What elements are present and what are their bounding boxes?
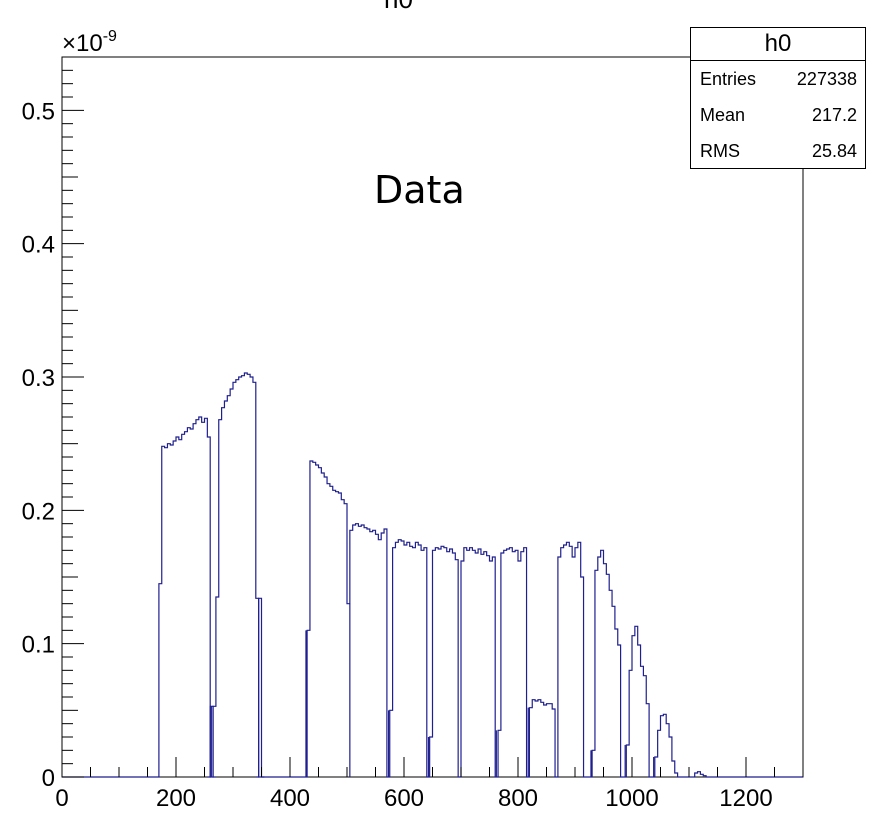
stats-row-mean: Mean 217.2 <box>691 97 865 133</box>
stats-box: h0 Entries 227338 Mean 217.2 RMS 25.84 <box>690 27 866 169</box>
x-tick-label: 800 <box>498 785 538 812</box>
stats-label: Mean <box>700 105 746 125</box>
data-annotation: Data <box>374 168 465 212</box>
stats-row-rms: RMS 25.84 <box>691 133 865 169</box>
histogram-series-0 <box>62 372 803 778</box>
y-axis-exponent: ×10-9 <box>62 28 117 57</box>
histogram-series-1 <box>207 705 216 778</box>
y-tick-label: 0.3 <box>22 365 55 392</box>
chart-title: h0 <box>384 0 413 15</box>
x-tick-label: 600 <box>384 785 424 812</box>
x-tick-label: 0 <box>55 785 68 812</box>
histogram-series-2 <box>255 597 265 778</box>
y-tick-label: 0.1 <box>22 632 55 659</box>
stats-title: h0 <box>691 28 865 61</box>
stats-label: RMS <box>700 141 740 161</box>
stats-value: 227338 <box>796 69 857 89</box>
x-tick-label: 1200 <box>719 785 772 812</box>
y-tick-label: 0.5 <box>22 98 55 125</box>
x-tick-label: 200 <box>156 785 196 812</box>
y-tick-label: 0.4 <box>22 232 55 259</box>
stats-value: 25.84 <box>811 141 857 161</box>
stats-label: Entries <box>700 69 757 89</box>
y-tick-label: 0.2 <box>22 498 55 525</box>
x-tick-label: 400 <box>270 785 310 812</box>
stats-value: 217.2 <box>811 105 857 125</box>
stats-row-entries: Entries 227338 <box>691 61 865 97</box>
x-tick-label: 1000 <box>605 785 658 812</box>
y-tick-label: 0 <box>42 765 55 792</box>
